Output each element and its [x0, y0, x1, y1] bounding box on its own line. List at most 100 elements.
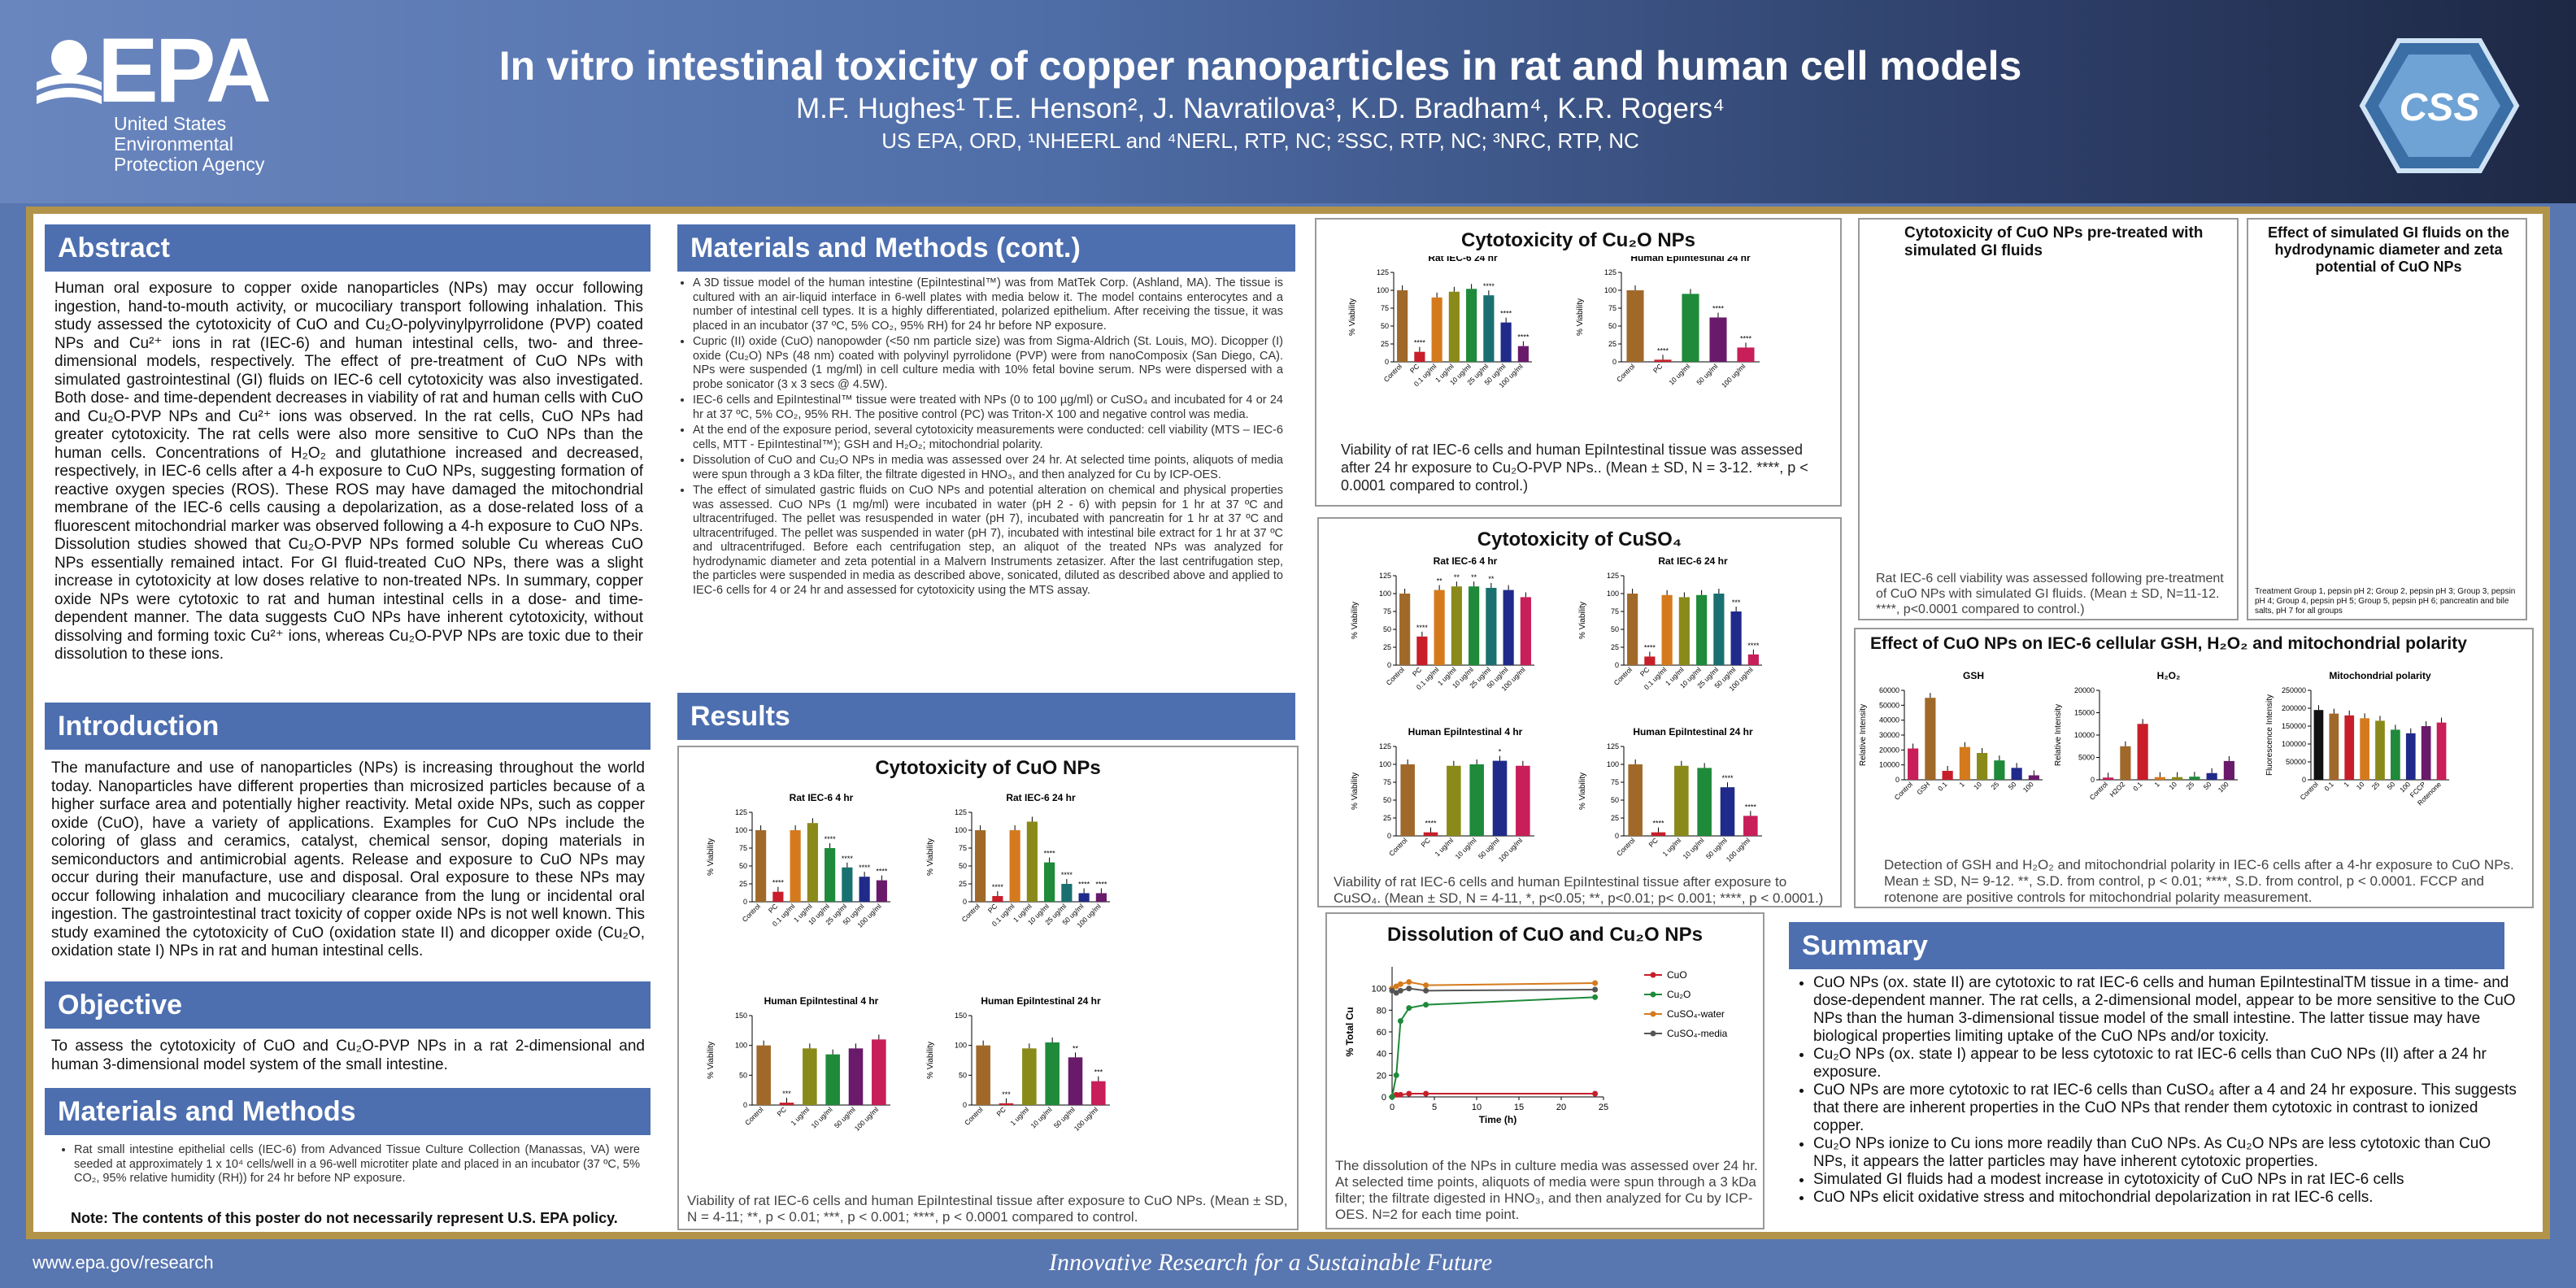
y-tick-label: 25 — [1611, 643, 1619, 651]
summary-heading: Summary — [1789, 922, 2504, 969]
bar — [755, 830, 767, 902]
bar — [2391, 729, 2400, 780]
footer-url[interactable]: www.epa.gov/research — [33, 1252, 214, 1273]
y-tick-label: 75 — [1381, 304, 1389, 312]
results-heading: Results — [677, 693, 1295, 740]
significance-label: **** — [1416, 624, 1429, 632]
y-tick-label: 0 — [1387, 832, 1391, 840]
x-tick-label: 10 ug/ml — [809, 1105, 833, 1129]
bar — [1500, 322, 1512, 362]
data-point — [1423, 982, 1429, 989]
bar — [1448, 291, 1460, 362]
legend-marker — [1650, 972, 1656, 978]
data-point — [1406, 986, 1412, 992]
y-tick-label: 50 — [959, 1071, 967, 1079]
data-point — [1406, 1090, 1412, 1097]
css-logo-text: CSS — [2400, 86, 2480, 129]
x-tick-label: 100 ug/ml — [853, 1105, 881, 1133]
y-tick-label: 0 — [1615, 661, 1619, 669]
x-tick-label: 0.1 — [1936, 780, 1949, 793]
cuso4-panel-title: Cytotoxicity of CuSO₄ — [1477, 529, 1682, 550]
bar — [1483, 295, 1495, 362]
cuo-caption: Viability of rat IEC-6 cells and human E… — [687, 1193, 1288, 1225]
css-logo: CSS — [2359, 38, 2520, 173]
x-tick-label: 20 — [1556, 1103, 1566, 1112]
poster-header: EPA United States Environmental Protecti… — [0, 0, 2576, 203]
bar — [1091, 1081, 1106, 1105]
significance-label: ** — [1073, 1044, 1079, 1052]
significance-label: **** — [1044, 850, 1056, 858]
x-tick-label: Control — [1615, 362, 1637, 384]
y-tick-label: 0 — [2302, 776, 2306, 784]
significance-label: **** — [1657, 346, 1669, 355]
bar — [1095, 893, 1107, 902]
y-tick-label: 40 — [1377, 1050, 1386, 1060]
x-tick-label: 100 ug/ml — [1073, 1105, 1100, 1133]
bar — [1397, 290, 1408, 362]
y-tick-label: 150 — [955, 1012, 967, 1020]
bar — [825, 1054, 840, 1105]
y-tick-label: 20000 — [1879, 746, 1899, 754]
dissolution-caption: The dissolution of the NPs in culture me… — [1335, 1158, 1758, 1222]
legend-marker — [1650, 1011, 1656, 1017]
bar — [1747, 654, 1759, 665]
y-tick-label: 15000 — [2074, 709, 2095, 717]
significance-label: **** — [1644, 643, 1656, 651]
y-tick-label: 0 — [963, 898, 967, 906]
x-tick-label: PC — [1419, 836, 1431, 848]
x-tick-label: 15 — [1514, 1103, 1524, 1112]
y-axis-label: % Viability — [1576, 298, 1585, 336]
bar — [1399, 594, 1411, 665]
y-tick-label: 75 — [1608, 304, 1617, 312]
y-tick-label: 50000 — [2286, 758, 2306, 766]
significance-label: **** — [1652, 820, 1664, 828]
bar — [779, 1103, 794, 1105]
x-tick-label: 50 — [2007, 780, 2018, 791]
data-point — [1397, 987, 1403, 994]
significance-label: **** — [1740, 334, 1752, 342]
agency-line: Protection Agency — [114, 154, 265, 175]
y-tick-label: 75 — [959, 844, 967, 852]
bar — [1651, 832, 1666, 836]
bar — [1044, 862, 1055, 902]
significance-label: **** — [1747, 642, 1760, 650]
legend-label: CuSO₄-media — [1667, 1028, 1728, 1039]
significance-label: **** — [1414, 339, 1426, 347]
bar — [1661, 594, 1673, 665]
data-point — [1397, 981, 1403, 987]
x-tick-label: 1 ug/ml — [1433, 836, 1455, 858]
cuso4-panel: Cytotoxicity of CuSO₄ Rat IEC-6 4 hr % Vi… — [1317, 517, 1842, 907]
significance-label: ** — [1471, 573, 1477, 581]
gsh-caption: Detection of GSH and H₂O₂ and mitochondr… — [1884, 857, 2514, 905]
y-tick-label: 0 — [2091, 776, 2095, 784]
significance-label: *** — [1002, 1090, 1011, 1099]
bar — [1942, 771, 1953, 780]
significance-label: *** — [1732, 598, 1741, 607]
bar — [803, 1048, 817, 1105]
data-point — [1592, 1090, 1599, 1097]
y-tick-label: 0 — [1895, 776, 1899, 784]
data-point — [1393, 1091, 1399, 1098]
x-tick-label: 0.1 — [2131, 780, 2144, 793]
y-tick-label: 125 — [1377, 268, 1389, 276]
methods-item: Rat small intestine epithelial cells (IE… — [74, 1143, 640, 1186]
bar — [2011, 768, 2022, 780]
y-tick-label: 0 — [1385, 358, 1389, 366]
chart-title: Rat IEC-6 24 hr — [1428, 256, 1498, 263]
summary-item: CuO NPs elicit oxidative stress and mito… — [1813, 1189, 2519, 1207]
chart-title: Rat IEC-6 4 hr — [790, 792, 854, 803]
bar — [2137, 724, 2148, 780]
significance-label: ** — [1437, 577, 1443, 585]
bar — [1400, 764, 1415, 836]
bar — [2313, 710, 2324, 780]
bar — [1423, 832, 1438, 836]
series-line — [1391, 996, 1595, 1098]
bar — [1720, 787, 1735, 836]
significance-label: **** — [859, 864, 871, 872]
title-block: In vitro intestinal toxicity of copper n… — [374, 41, 2147, 154]
y-tick-label: 25 — [1611, 814, 1619, 822]
introduction-heading: Introduction — [45, 703, 651, 750]
affiliations: US EPA, ORD, ¹NHEERL and ⁴NERL, RTP, NC;… — [881, 128, 1639, 153]
y-tick-label: 125 — [955, 808, 967, 816]
dissolution-panel: Dissolution of CuO and Cu₂O NPs 0 20 40 60 8… — [1325, 912, 1764, 1229]
